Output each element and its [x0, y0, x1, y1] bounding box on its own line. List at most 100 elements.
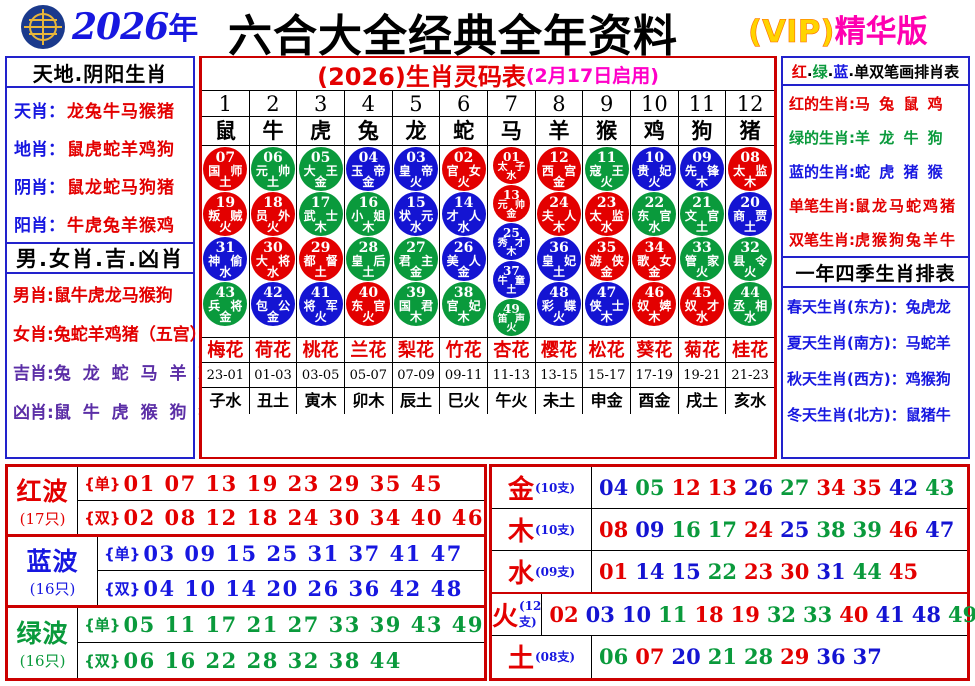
number-item: 30	[780, 558, 810, 584]
code-element: 火	[744, 265, 757, 279]
code-element: 土	[695, 220, 708, 234]
code-title: 皇 帝	[398, 164, 437, 178]
wave-line-even: {双} 06 16 22 28 32 38 44	[78, 643, 484, 678]
number-item: 44	[852, 558, 882, 584]
code-number: 21	[692, 195, 712, 211]
element-count: (10支)	[534, 481, 576, 496]
code-number: 42	[263, 285, 283, 301]
number-item: 16	[671, 517, 701, 543]
number-item: 05	[635, 475, 665, 501]
zodiac-animal: 猴	[583, 117, 631, 146]
zodiac-animal: 羊	[535, 117, 584, 146]
heading-part: .	[827, 62, 834, 80]
right-panel-heading: 红. 绿. 蓝. 单双笔画排肖表	[783, 58, 968, 86]
list-item: 凶肖: 鼠 牛 虎 猴 狗 猪	[7, 391, 215, 430]
number-item: 43	[925, 475, 955, 501]
zodiac-animal: 马	[488, 117, 536, 146]
number-list: 02 08 12 18 24 30 34 40 46	[123, 505, 484, 531]
code-element: 木	[648, 310, 661, 324]
code-circle: 38 官 妃木	[441, 282, 486, 326]
code-element: 火	[266, 220, 279, 234]
parity-tag: {单}	[84, 616, 121, 635]
code-element: 火	[648, 175, 661, 189]
element-label: 水	[507, 558, 534, 589]
wave-line-odd: {单} 01 07 13 19 23 29 35 45	[78, 467, 484, 502]
code-number: 17	[310, 195, 331, 211]
code-title: 叛 贼	[208, 209, 246, 223]
code-column: 01 太 子水 13 元 帅金 25 秀 才木 37 牛 童土 49 笛 声火	[488, 146, 536, 337]
code-circle: 11 寇 王火	[584, 147, 629, 191]
code-circle: 48 彩 蝶火	[536, 282, 581, 326]
code-title: 小 姐	[351, 209, 389, 223]
wave-name-cell: 绿波 (16只)	[8, 607, 79, 678]
time-range: 01-03	[249, 363, 298, 388]
code-number: 10	[644, 150, 665, 166]
five-elements-panel: 金 (10支) 04 05 12 13 26 27 34 35 42 43 木 (10支) 08 09 16 17…	[489, 464, 975, 681]
code-title: 西 宫	[541, 164, 580, 178]
row-value: 兔蛇羊鸡猪（五宫）	[53, 325, 207, 345]
code-circle: 29 都 督土	[298, 237, 343, 281]
number-item: 32	[766, 601, 797, 627]
element-row: 土 (08支) 06 07 20 21 28 29 36 37	[492, 635, 967, 678]
wave-block: 蓝波 (16只) {单} 03 09 15 25 31 37 41 47 {双} 04 1…	[8, 537, 484, 608]
list-item: 男肖: 鼠牛虎龙马猴狗	[7, 274, 193, 313]
code-number: 48	[549, 285, 569, 301]
number-item: 46	[888, 517, 919, 543]
code-circle: 12 西 宫金	[536, 147, 581, 191]
code-element: 水	[457, 220, 470, 234]
column-index: 3	[297, 91, 345, 117]
code-title: 包 公	[255, 299, 294, 313]
code-title: 太 监	[733, 164, 771, 178]
number-item: 26	[743, 475, 774, 501]
circular-emblem-logo	[21, 5, 65, 49]
element-number-list: 06 07 20 21 28 29 36 37	[592, 636, 967, 678]
element-number-list: 02 03 10 11 18 19 32 33 40 41 48 49	[542, 594, 975, 635]
number-item: 24	[743, 517, 774, 543]
time-range: 13-15	[535, 363, 584, 388]
wave-count: (16只)	[19, 652, 66, 671]
row-label: 天肖：	[14, 101, 65, 122]
code-title: 彩 蝶	[541, 299, 580, 313]
code-column: 09 先 锋木 21 文 官土 33 管 家火 45 奴 才水	[679, 146, 727, 337]
code-number: 44	[740, 285, 760, 301]
column-index: 9	[583, 91, 631, 117]
code-column: 05 大 王金 17 武 士木 29 都 督土 41 将 军火	[297, 146, 345, 337]
left-panel-heading: 天地.阴阳生肖	[7, 58, 193, 88]
wave-block: 绿波 (16只) {单} 05 11 17 21 27 33 39 43 49 {双} 0…	[8, 607, 484, 678]
right-panel-color-stroke-table: 红. 绿. 蓝. 单双笔画排肖表 红的生肖: 马 兔 鼠 鸡绿的生肖: 羊 龙 牛 狗蓝的…	[781, 56, 970, 459]
code-element: 木	[457, 310, 470, 324]
heading-part: 红	[791, 62, 807, 81]
code-element: 金	[314, 175, 327, 189]
number-item: 36	[816, 644, 846, 670]
right-panel-seasons: 春天生肖(东方)：兔虎龙 夏天生肖(南方)：马蛇羊 秋天生肖(西方)：鸡猴狗 冬天生肖…	[783, 288, 968, 432]
row-label: 阳肖：	[14, 215, 65, 236]
zodiac-animal: 虎	[297, 117, 345, 146]
column-index: 4	[345, 91, 393, 117]
code-title: 员 外	[255, 209, 294, 223]
heading-part: .	[848, 62, 855, 80]
row-label: 地肖：	[14, 139, 65, 160]
stem-branch: 辰土	[393, 388, 441, 414]
parity-tag: {双}	[84, 652, 121, 671]
flower-name: 梅花	[202, 337, 250, 363]
code-title: 大 将	[255, 254, 294, 268]
left-panel-heaven-earth-yin-yang: 天地.阴阳生肖 天肖： 龙兔牛马猴猪 地肖： 鼠虎蛇羊鸡狗 阴肖： 鼠龙蛇马狗猪…	[5, 56, 215, 459]
number-item: 49	[947, 601, 975, 627]
flower-name: 杏花	[488, 337, 536, 363]
code-element: 火	[552, 310, 565, 324]
code-number: 47	[596, 285, 617, 301]
time-range: 03-05	[297, 363, 345, 388]
table-header-numbers: 1 2 3 4 5 6 7 8 9 10 11 12	[202, 91, 774, 117]
list-item: 阴肖： 鼠龙蛇马狗猪	[7, 166, 193, 204]
code-title: 元 帅	[497, 199, 528, 211]
number-item: 28	[743, 644, 774, 670]
code-title: 管 家	[684, 254, 723, 268]
code-title: 商 贾	[733, 209, 771, 223]
number-item: 12	[671, 475, 701, 501]
list-item: 阳肖： 牛虎兔羊猴鸡	[7, 204, 193, 242]
code-number: 23	[596, 195, 617, 211]
element-count: (12支)	[519, 598, 542, 629]
code-title: 侠 士	[589, 299, 627, 313]
parity-tag: {单}	[104, 545, 141, 564]
code-number: 46	[644, 285, 665, 301]
